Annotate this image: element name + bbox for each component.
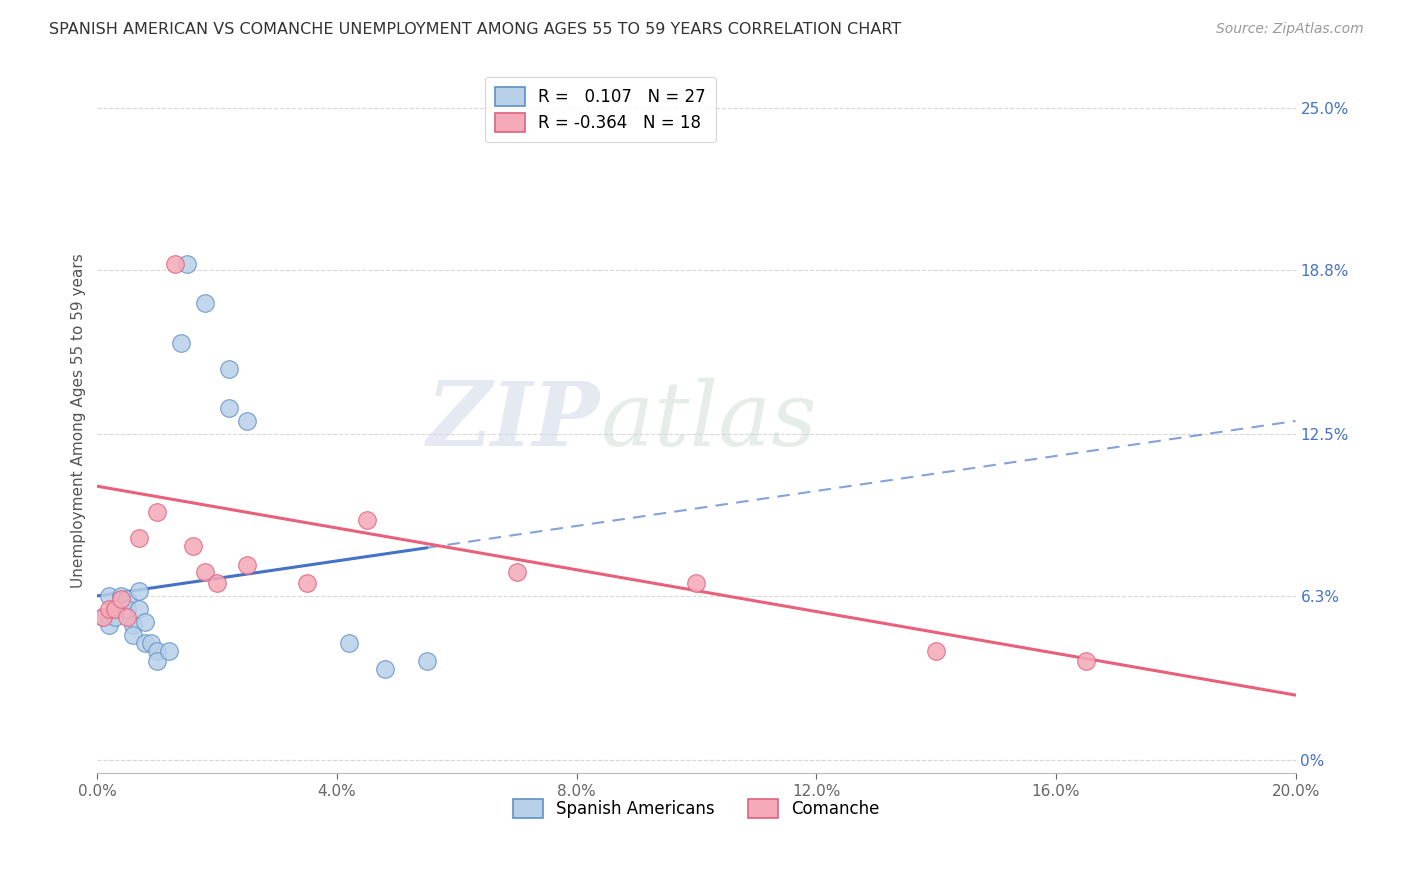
Point <box>337 636 360 650</box>
Point <box>93 609 115 624</box>
Point <box>1074 654 1097 668</box>
Point <box>925 644 948 658</box>
Point <box>117 609 139 624</box>
Point <box>295 575 318 590</box>
Point <box>122 617 145 632</box>
Point <box>98 602 121 616</box>
Point <box>236 414 259 428</box>
Point <box>236 558 259 572</box>
Y-axis label: Unemployment Among Ages 55 to 59 years: Unemployment Among Ages 55 to 59 years <box>72 253 86 589</box>
Point <box>181 539 204 553</box>
Point <box>416 654 439 668</box>
Point <box>146 654 169 668</box>
Legend: Spanish Americans, Comanche: Spanish Americans, Comanche <box>506 792 887 825</box>
Point <box>157 644 180 658</box>
Point <box>356 513 378 527</box>
Text: SPANISH AMERICAN VS COMANCHE UNEMPLOYMENT AMONG AGES 55 TO 59 YEARS CORRELATION : SPANISH AMERICAN VS COMANCHE UNEMPLOYMEN… <box>49 22 901 37</box>
Point <box>134 636 156 650</box>
Point <box>98 589 121 603</box>
Point <box>98 617 121 632</box>
Point <box>194 566 217 580</box>
Point <box>146 505 169 519</box>
Text: atlas: atlas <box>600 377 817 465</box>
Point <box>134 615 156 629</box>
Point <box>117 602 139 616</box>
Point <box>104 602 127 616</box>
Point <box>104 602 127 616</box>
Point <box>117 591 139 606</box>
Point <box>122 628 145 642</box>
Point <box>141 636 163 650</box>
Point <box>110 589 132 603</box>
Point <box>128 532 150 546</box>
Point <box>93 609 115 624</box>
Point <box>218 401 240 415</box>
Point <box>128 602 150 616</box>
Point <box>110 591 132 606</box>
Point <box>218 361 240 376</box>
Point <box>104 609 127 624</box>
Point <box>128 583 150 598</box>
Point <box>165 257 187 271</box>
Text: ZIP: ZIP <box>427 377 600 464</box>
Point <box>205 575 228 590</box>
Point <box>374 662 396 676</box>
Point <box>170 335 193 350</box>
Point <box>194 296 217 310</box>
Text: Source: ZipAtlas.com: Source: ZipAtlas.com <box>1216 22 1364 37</box>
Point <box>506 566 529 580</box>
Point <box>146 644 169 658</box>
Point <box>685 575 707 590</box>
Point <box>176 257 198 271</box>
